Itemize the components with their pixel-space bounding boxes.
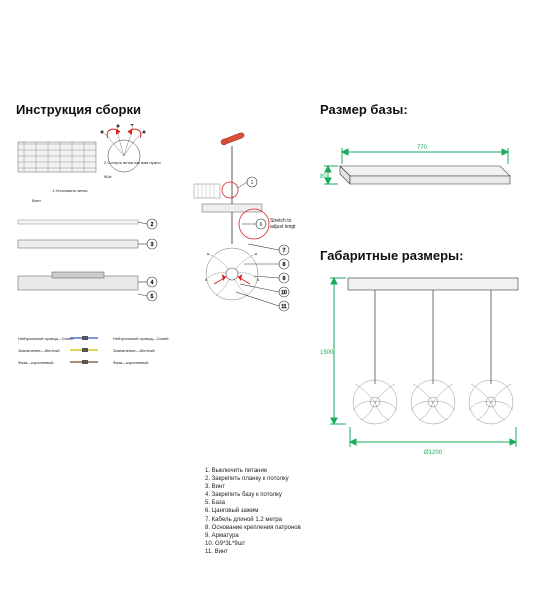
base-size-drawing: 770 80 xyxy=(320,128,520,208)
wire-phase-r: Фаза—коричневый xyxy=(113,360,149,365)
parts-item: 4. Закрепить базу к потолку xyxy=(205,491,355,499)
base-width-dim: 770 xyxy=(417,145,428,151)
wire-neutral-r: Нейтральный провод—Синий xyxy=(113,336,168,341)
wire-ground-r: Заземление—Желтый xyxy=(113,348,155,353)
overall-drawing: Ø1200 1500 xyxy=(320,272,530,492)
step-screw-label: Винт xyxy=(32,198,41,203)
svg-text:2: 2 xyxy=(151,222,154,228)
step-install-label: 1.Установить ветки xyxy=(52,188,87,193)
parts-item: 11. Винт xyxy=(205,548,355,556)
parts-item: 1. Выключить питание xyxy=(205,467,355,475)
base-depth-dim: 80 xyxy=(320,174,327,180)
heading-base-size: Размер базы: xyxy=(320,102,408,117)
wire-phase-l: Фаза—коричневый xyxy=(18,360,54,365)
step-count9-label: 9Шт. xyxy=(104,174,112,179)
parts-list: 1. Выключить питание 2. Закрепить планку… xyxy=(205,467,355,556)
parts-item: 5. База xyxy=(205,499,355,507)
heading-assembly: Инструкция сборки xyxy=(16,102,141,117)
assembly-illustration: 2 Согнуть ветки как вам нужно 1.Установи… xyxy=(12,124,302,464)
svg-text:10: 10 xyxy=(281,290,287,296)
wire-neutral-l: Нейтральный провод—Синий xyxy=(18,336,73,341)
svg-text:8: 8 xyxy=(283,262,286,268)
svg-text:6: 6 xyxy=(260,222,263,228)
parts-item: 3. Винт xyxy=(205,483,355,491)
wire-ground-l: Заземление—Желтый xyxy=(18,348,60,353)
svg-text:9: 9 xyxy=(283,276,286,282)
svg-text:4: 4 xyxy=(151,280,154,286)
parts-item: 9. Арматура xyxy=(205,532,355,540)
overall-height-dim: 1500 xyxy=(320,350,334,356)
svg-text:11: 11 xyxy=(281,304,286,310)
stretch-l2: adjust lengt xyxy=(270,224,296,230)
overall-width-dim: Ø1200 xyxy=(424,450,443,456)
parts-item: 2. Закрепить планку к потолку xyxy=(205,475,355,483)
parts-item: 10. G9*3L*9шт xyxy=(205,540,355,548)
parts-item: 8. Основание крепления патронов xyxy=(205,524,355,532)
svg-text:1: 1 xyxy=(251,180,254,186)
svg-text:7: 7 xyxy=(283,248,286,254)
parts-item: 6. Цанговый зажим xyxy=(205,507,355,515)
step-bend-label: 2 Согнуть ветки как вам нужно xyxy=(104,160,161,165)
svg-text:3: 3 xyxy=(151,242,154,248)
svg-text:5: 5 xyxy=(151,294,154,300)
parts-item: 7. Кабель длиной 1.2 метра xyxy=(205,516,355,524)
heading-overall: Габаритные размеры: xyxy=(320,248,463,263)
